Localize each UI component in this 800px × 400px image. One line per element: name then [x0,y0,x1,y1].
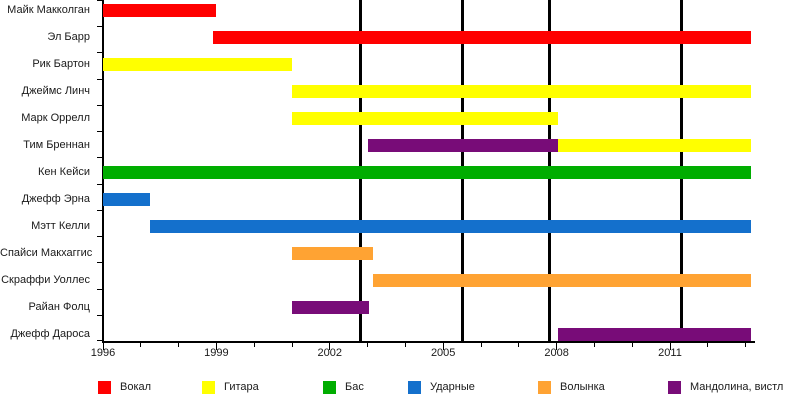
x-axis-tick-label: 2008 [544,347,569,359]
y-axis-tick [97,209,102,211]
y-axis-tick [97,104,102,106]
y-axis-tick [97,262,102,264]
timeline-bar-segment [103,4,217,17]
timeline-bar-segment [103,193,151,206]
legend-label: Гитара [224,381,259,393]
timeline-bar-segment [292,247,374,260]
timeline-bar-segment [292,112,559,125]
x-axis-tick [745,343,747,347]
legend-label: Мандолина, вистл [690,381,784,393]
legend-color-swatch [408,381,421,394]
timeline-bar-segment [373,274,752,287]
x-axis-tick [253,343,255,347]
timeline-bar-segment [150,220,752,233]
x-axis-tick [102,343,104,350]
x-axis-tick [556,343,558,350]
x-axis-tick [367,343,369,347]
member-row-label: Райан Фолц [28,301,90,313]
y-axis-tick [97,340,102,341]
y-axis-line [102,0,104,341]
x-axis-tick [631,343,633,347]
x-axis-tick [215,343,217,350]
member-row-label: Кен Кейси [38,166,90,178]
member-row-label: Спайси Макхаггис [0,247,93,259]
x-axis-tick [518,343,520,347]
x-axis-tick [707,343,709,347]
x-axis-tick-label: 2011 [658,347,682,359]
x-axis-tick-label: 2002 [317,347,343,359]
member-row-label: Джефф Дароса [10,328,90,340]
y-axis-tick [97,0,102,1]
y-axis-tick [97,183,102,185]
x-axis-tick [669,343,671,350]
member-row-label: Марк Оррелл [21,112,90,124]
x-axis-tick [442,343,444,350]
x-axis-tick-label: 1996 [90,347,116,359]
legend-label: Бас [345,381,364,393]
x-axis-tick [291,343,293,347]
timeline-bar-segment [103,58,292,71]
timeline-bar-segment [558,328,752,341]
y-axis-tick [97,131,102,133]
y-axis-tick [97,288,102,290]
timeline-bar-segment [103,166,752,179]
x-axis-tick [480,343,482,347]
legend-color-swatch [323,381,336,394]
timeline-bar-segment [212,31,752,44]
member-row-label: Майк Макколган [7,4,90,16]
member-row-label: Джефф Эрна [21,193,90,205]
legend-color-swatch [98,381,111,394]
member-row-label: Рик Бартон [32,58,90,70]
member-row-label: Эл Барр [47,31,90,43]
legend-color-swatch [202,381,215,394]
x-axis-line [102,341,755,343]
legend-label: Волынка [560,381,605,393]
member-row-label: Мэтт Келли [31,220,90,232]
x-axis-tick [178,343,180,347]
y-axis-tick [97,236,102,238]
legend-color-swatch [538,381,551,394]
x-axis-tick-label: 2005 [430,347,456,359]
timeline-bar-segment [292,85,752,98]
x-axis-tick [593,343,595,347]
y-axis-tick [97,78,102,80]
member-row-label: Скраффи Уоллес [1,274,90,286]
y-axis-tick [97,157,102,159]
x-axis-tick [140,343,142,347]
y-axis-tick [97,52,102,54]
legend-label: Вокал [120,381,152,393]
x-axis-tick [329,343,331,350]
y-axis-tick [97,314,102,316]
legend-color-swatch [668,381,681,394]
timeline-bar-segment [367,139,559,152]
timeline-bar-segment [558,139,752,152]
x-axis-tick [404,343,406,347]
legend-label: Ударные [430,381,475,393]
timeline-bar-segment [292,301,370,314]
x-axis-tick-label: 1999 [204,347,229,359]
member-row-label: Тим Бреннан [23,139,90,151]
member-row-label: Джеймс Линч [21,85,90,97]
y-axis-tick [97,26,102,28]
